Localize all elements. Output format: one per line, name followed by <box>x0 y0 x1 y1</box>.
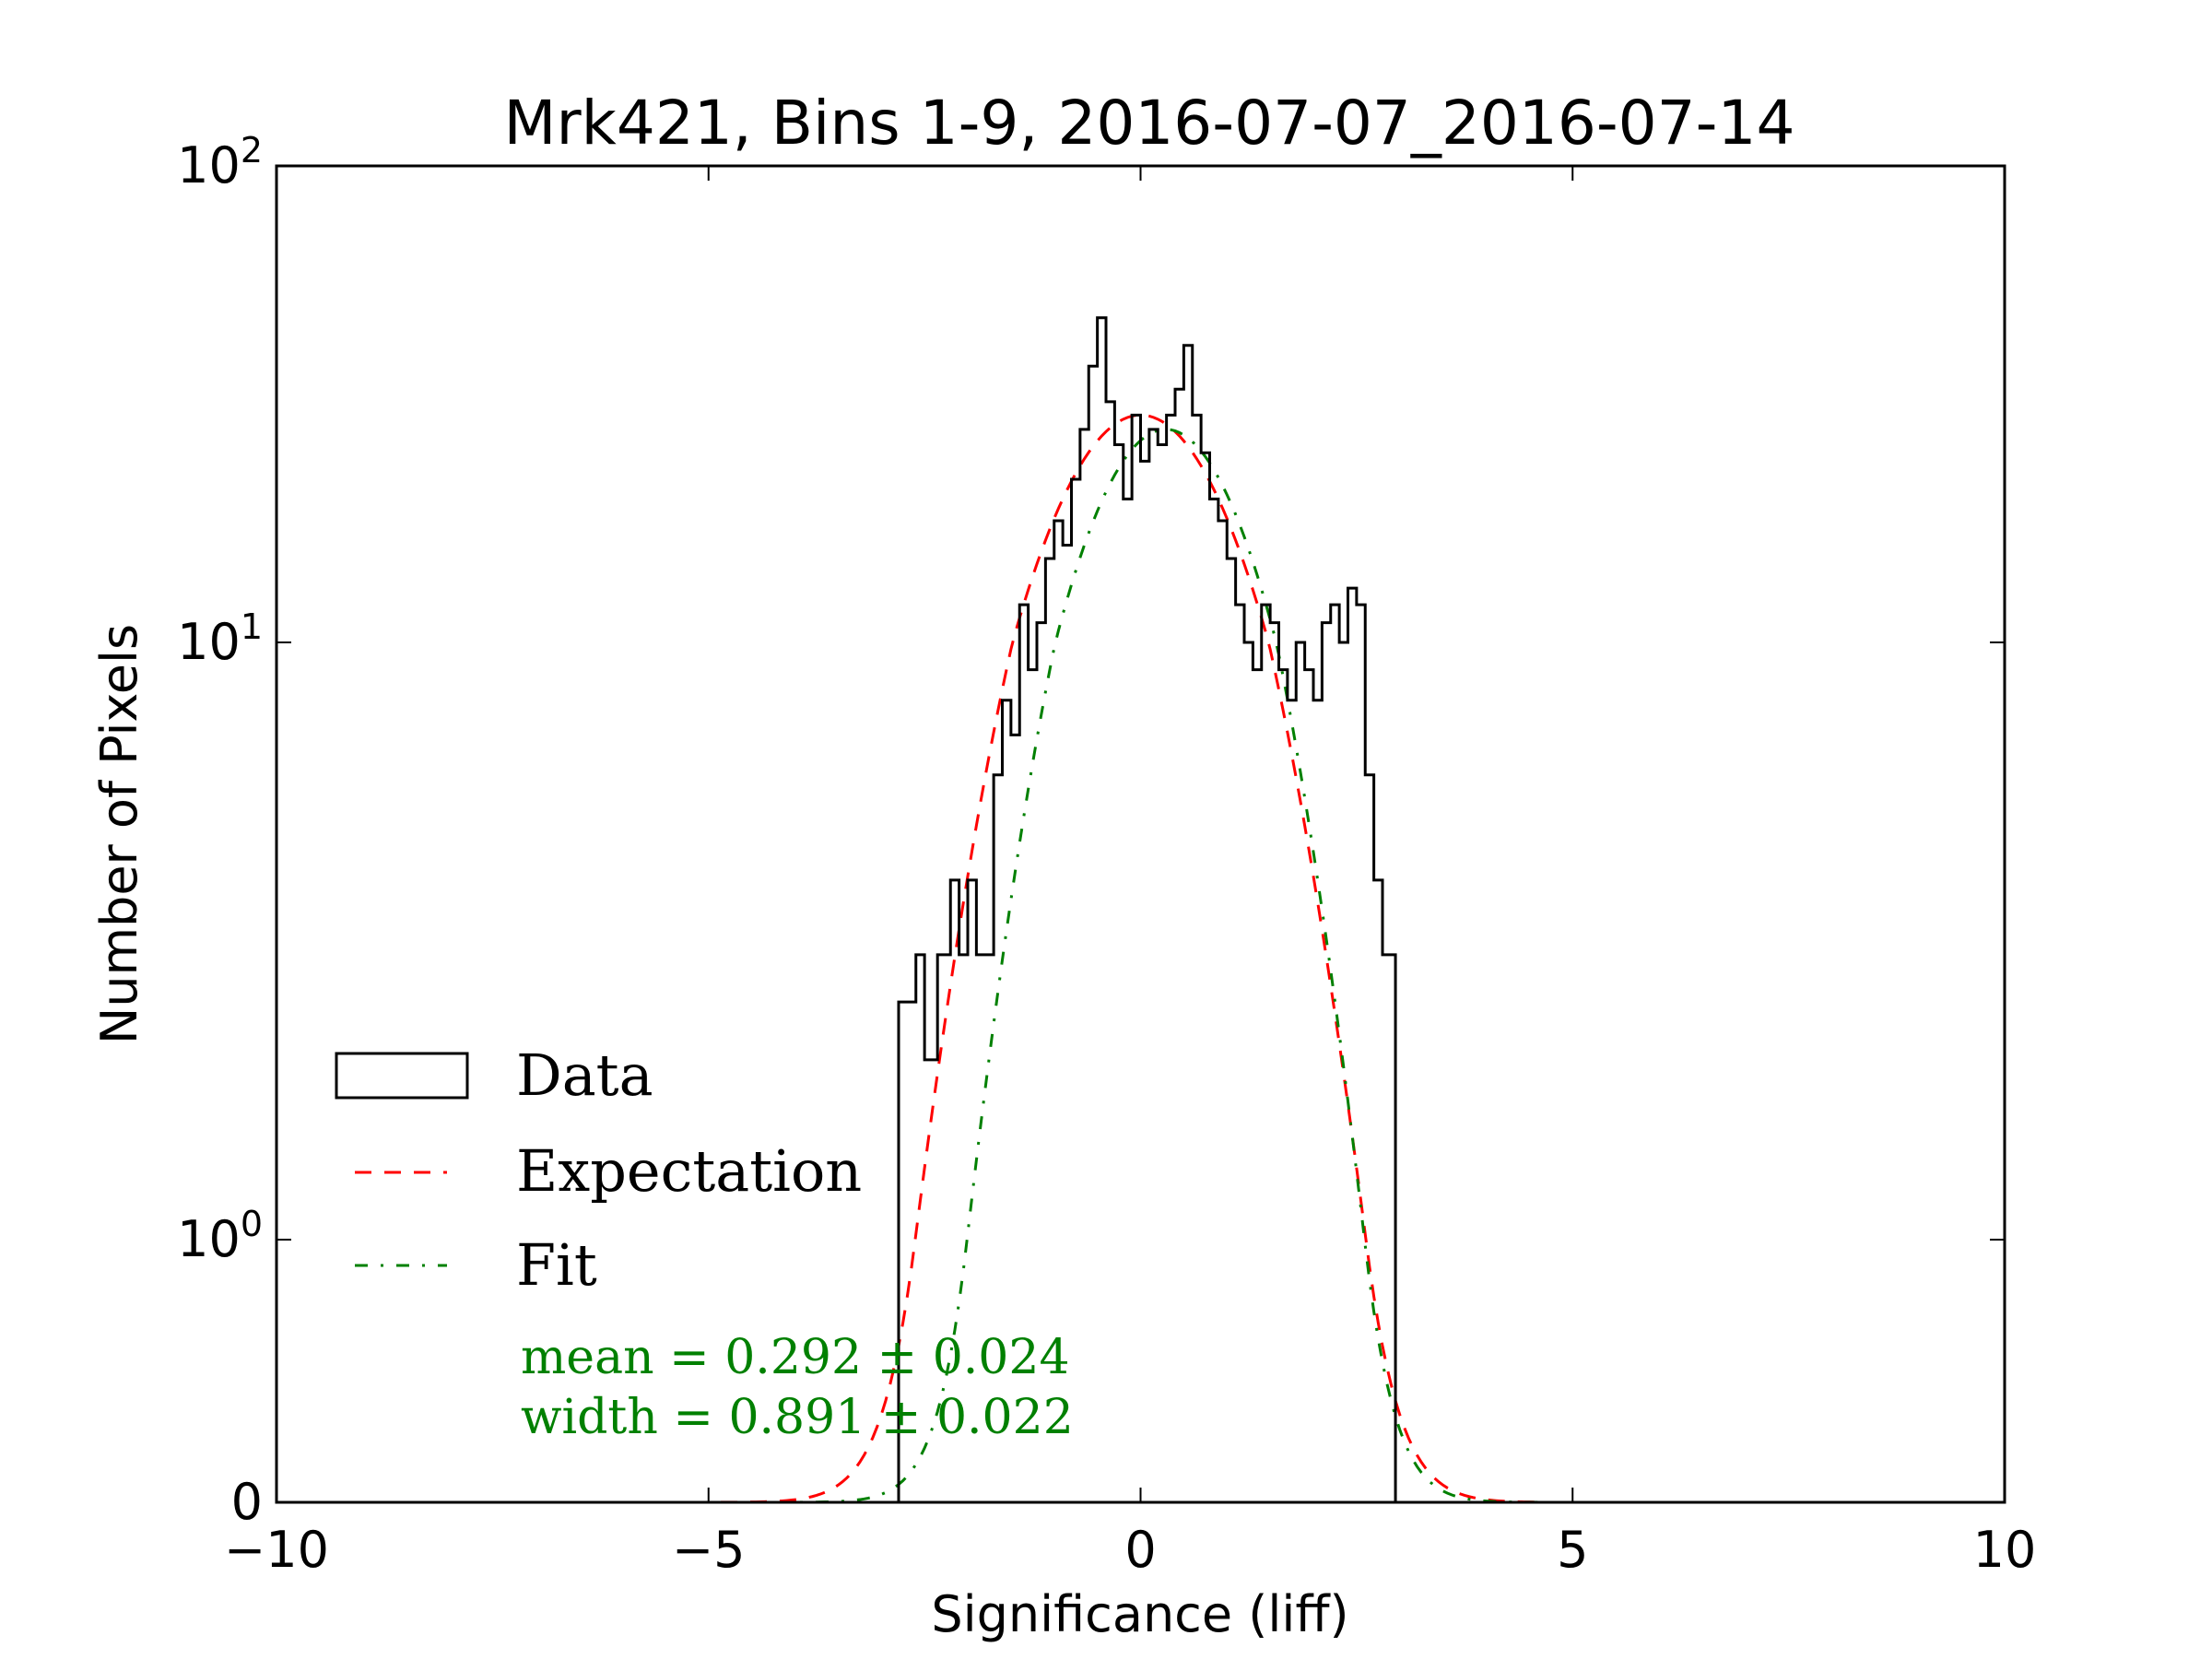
y-tick-label: 0 <box>231 1473 263 1531</box>
y-tick-label: 101 <box>177 606 263 671</box>
y-tick-label: 102 <box>177 130 263 194</box>
fit-layer <box>690 428 1538 1504</box>
y-tick-label: 100 <box>177 1204 263 1268</box>
y-tick-label-exponent: 1 <box>241 606 263 647</box>
legend-data-label: Data <box>516 1041 653 1109</box>
x-tick-label: 10 <box>1973 1521 2037 1579</box>
x-tick-label: −10 <box>224 1521 329 1579</box>
legend: Data Expectation Fit <box>335 1041 862 1299</box>
data-layer <box>897 316 1405 1504</box>
expectation-layer <box>690 413 1538 1504</box>
y-tick-label-base: 10 <box>177 613 241 671</box>
data-histogram-step <box>897 316 1405 1504</box>
y-tick-label-base: 10 <box>177 136 241 194</box>
x-tick-label: 0 <box>1124 1521 1156 1579</box>
legend-fit-label: Fit <box>516 1231 597 1299</box>
legend-data-swatch <box>335 1052 469 1100</box>
y-tick-label-base: 0 <box>231 1473 263 1531</box>
chart-title: Mrk421, Bins 1-9, 2016-07-07_2016-07-14 <box>504 88 1795 159</box>
x-tick-label: 5 <box>1557 1521 1588 1579</box>
y-axis-label: Number of Pixels <box>90 624 148 1044</box>
fit-curve <box>690 428 1538 1504</box>
fit-width-annotation: width = 0.891 ± 0.022 <box>521 1390 1074 1445</box>
plot-layer <box>690 316 1538 1504</box>
fit-mean-annotation: mean = 0.292 ± 0.024 <box>521 1330 1070 1385</box>
expectation-curve <box>690 413 1538 1504</box>
x-axis-label: Significance (liff) <box>931 1585 1348 1643</box>
y-tick-label-base: 10 <box>177 1210 241 1268</box>
y-tick-label-exponent: 2 <box>241 130 263 171</box>
x-tick-label: −5 <box>672 1521 746 1579</box>
x-axis-ticks: −10 −5 0 5 10 <box>224 166 2036 1579</box>
y-tick-label-exponent: 0 <box>241 1204 263 1244</box>
legend-expectation-label: Expectation <box>516 1137 862 1205</box>
